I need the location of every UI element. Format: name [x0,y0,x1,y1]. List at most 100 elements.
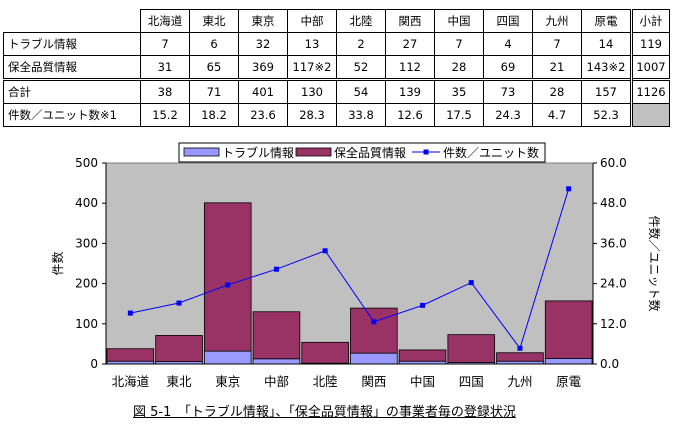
line-layer [127,186,572,351]
y-axis-label: 件数 [50,251,65,275]
line-marker [273,266,279,272]
table-cell: 21 [532,55,582,80]
legend-label-per-unit: 件数／ユニット数 [443,145,539,160]
bar-segment-quality [301,341,349,364]
y2-tick-label: 60.0 [600,156,627,170]
x-tick-label: 北陸 [313,374,338,389]
y2-tick-label: 0.0 [600,357,619,371]
table-cell: 7 [140,32,190,56]
x-tick-label: 四国 [459,374,484,389]
line-marker [371,319,377,325]
table-cell-subtotal: 119 [630,32,670,56]
bar-segment-quality [544,300,593,359]
table-cell: 24.3 [483,103,533,127]
row-label: 保全品質情報 [3,55,141,80]
y2-tick-label: 24.0 [600,277,627,291]
bar-segment-quality [106,348,155,362]
bar-segment-trouble [350,352,398,365]
legend-label-trouble: トラブル情報 [222,145,294,160]
y-tick-label: 200 [75,277,98,291]
line-marker [176,300,182,306]
legend-swatch-trouble [183,147,220,157]
table-cell: 54 [336,78,386,104]
line-marker [225,282,231,288]
y2-tick-label: 48.0 [600,196,627,210]
y2-axis-label: 件数／ユニット数 [647,215,662,311]
bar-segment-quality [155,335,203,362]
table-cell-subtotal: 1007 [630,55,670,80]
plot-area [105,162,594,365]
table-cell: 33.8 [336,103,386,127]
table-cell: 4.7 [532,103,582,127]
x-tick-label: 東京 [215,374,240,389]
axes-layer: 0 100 200 300 400 500 0.0 12.0 24.0 36.0 48.0 60.0 北… [50,156,662,389]
row-label: トラブル情報 [3,32,141,56]
bar-segment-trouble [544,357,593,365]
data-table: 北海道 東北 東京 中部 北陸 関西 中国 四国 九州 原電 小計 トラブル情報… [3,9,670,127]
column-header: 原電 [581,9,632,33]
y-tick-label: 400 [75,196,98,210]
table-cell: 7 [434,32,484,56]
table-row-per-unit: 件数／ユニット数※1 15.2 18.2 23.6 28.3 33.8 12.6… [3,103,670,127]
table-cell: 28.3 [287,103,337,127]
table-cell: 117※2 [287,55,337,80]
table-row-trouble: トラブル情報 7 6 32 13 2 27 7 4 7 14 119 [3,32,670,56]
table-cell-empty [630,103,670,127]
bar-segment-trouble [203,350,252,365]
line-marker [517,345,523,351]
table-row-quality: 保全品質情報 31 65 369 117※2 52 112 28 69 21 1… [3,55,670,80]
table-cell: 38 [140,78,190,104]
x-tick-label: 東北 [167,374,193,389]
table-cell: 15.2 [140,103,190,127]
bar-segment-quality [252,311,301,360]
table-cell: 6 [189,32,239,56]
table-cell: 369 [238,55,288,80]
line-marker [322,248,328,254]
table-header-row: 北海道 東北 東京 中部 北陸 関西 中国 四国 九州 原電 小計 [3,9,670,33]
line-marker [468,280,474,286]
bar-segment-quality [447,334,496,363]
column-header: 九州 [532,9,582,33]
column-header: 北陸 [336,9,386,33]
x-tick-label: 九州 [507,374,532,389]
line-marker [127,310,133,316]
line-series-per-unit [130,188,570,350]
column-header: 東京 [238,9,288,33]
table-cell-subtotal: 1126 [630,78,670,104]
column-header: 中部 [287,9,337,33]
line-marker [420,302,426,308]
x-tick-label: 原電 [556,374,582,389]
table-cell: 27 [385,32,435,56]
x-tick-label: 中部 [264,374,289,389]
y-tick-label: 100 [75,317,98,331]
legend: トラブル情報 保全品質情報 件数／ユニット数 [178,142,546,163]
table-cell: 130 [287,78,337,104]
legend-box [178,142,546,163]
table-cell: 28 [532,78,582,104]
table-cell: 52.3 [581,103,632,127]
bar-segment-trouble [252,358,301,365]
table-cell: 139 [385,78,435,104]
line-marker [566,186,572,192]
row-label: 件数／ユニット数※1 [3,103,141,127]
column-header: 東北 [189,9,239,33]
table-cell: 157 [581,78,632,104]
y-tick-label: 300 [75,236,98,250]
legend-marker [423,149,429,155]
figure-caption: 図 5-1 「トラブル情報」、「保全品質情報」の事業者毎の登録状況 [133,405,516,420]
legend-swatch-quality [295,147,332,157]
table-cell: 31 [140,55,190,80]
bar-segment-quality [203,202,252,352]
table-cell: 69 [483,55,533,80]
y-tick-label: 500 [75,156,98,170]
y2-tick-label: 36.0 [600,236,627,250]
legend-label-quality: 保全品質情報 [334,145,406,160]
y2-tick-label: 12.0 [600,317,627,331]
bar-segment-quality [398,349,447,362]
table-cell: 143※2 [581,55,632,80]
table-cell: 23.6 [238,103,288,127]
x-tick-label: 中国 [410,374,435,389]
bar-segment-quality [350,307,398,354]
y-tick-label: 0 [90,357,98,371]
